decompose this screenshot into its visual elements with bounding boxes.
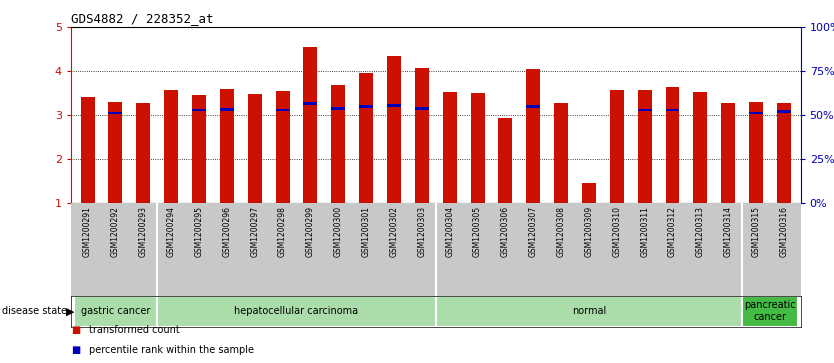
Text: ■: ■ [71,325,80,335]
Bar [435,296,742,327]
Text: GSM1200306: GSM1200306 [501,206,510,257]
Bar [275,91,289,203]
Bar [526,105,540,108]
Bar [108,102,123,203]
Text: GSM1200292: GSM1200292 [111,206,120,257]
Text: disease state: disease state [2,306,67,316]
Bar [331,85,345,203]
Text: GSM1200309: GSM1200309 [585,206,594,257]
Bar [554,103,568,203]
Bar [499,118,512,203]
Bar [248,94,262,203]
Bar [749,102,763,203]
Bar [414,68,429,203]
Text: GSM1200314: GSM1200314 [724,206,733,257]
Bar [192,109,206,111]
Text: GSM1200308: GSM1200308 [556,206,565,257]
Bar [81,97,94,203]
Text: GSM1200316: GSM1200316 [780,206,788,257]
Bar [73,296,158,327]
Bar [582,183,596,203]
Bar [414,107,429,110]
Text: ■: ■ [71,345,80,355]
Text: GSM1200307: GSM1200307 [529,206,538,257]
Bar [777,110,791,113]
Text: percentile rank within the sample: percentile rank within the sample [89,345,254,355]
Bar [610,90,624,203]
Bar [443,92,457,203]
Bar [359,73,373,203]
Bar [136,103,150,203]
Text: GSM1200294: GSM1200294 [167,206,176,257]
Text: normal: normal [572,306,606,316]
Bar [526,69,540,203]
Text: GSM1200310: GSM1200310 [612,206,621,257]
Text: GDS4882 / 228352_at: GDS4882 / 228352_at [71,12,214,25]
Bar [108,112,123,114]
Text: GSM1200303: GSM1200303 [417,206,426,257]
Text: GSM1200311: GSM1200311 [641,206,649,257]
Text: ▶: ▶ [66,306,74,316]
Bar [387,104,401,107]
Bar [470,93,485,203]
Bar [304,102,318,105]
Text: GSM1200298: GSM1200298 [278,206,287,257]
Text: GSM1200315: GSM1200315 [751,206,761,257]
Bar [275,109,289,111]
Bar [742,296,798,327]
Text: gastric cancer: gastric cancer [81,306,150,316]
Text: GSM1200305: GSM1200305 [473,206,482,257]
Text: GSM1200291: GSM1200291 [83,206,92,257]
Bar [749,112,763,114]
Bar [666,109,680,111]
Text: hepatocellular carcinoma: hepatocellular carcinoma [234,306,359,316]
Text: GSM1200299: GSM1200299 [306,206,315,257]
Bar [638,109,651,111]
Bar [304,47,318,203]
Text: GSM1200301: GSM1200301 [362,206,370,257]
Text: GSM1200304: GSM1200304 [445,206,455,257]
Bar [331,107,345,110]
Text: GSM1200312: GSM1200312 [668,206,677,257]
Text: pancreatic
cancer: pancreatic cancer [744,301,796,322]
Bar [666,87,680,203]
Bar [220,108,234,111]
Text: GSM1200297: GSM1200297 [250,206,259,257]
Text: transformed count: transformed count [89,325,180,335]
Text: GSM1200300: GSM1200300 [334,206,343,257]
Text: GSM1200313: GSM1200313 [696,206,705,257]
Bar [220,89,234,203]
Text: GSM1200296: GSM1200296 [223,206,231,257]
Bar [387,56,401,203]
Bar [638,90,651,203]
Bar [158,296,435,327]
Bar [721,103,736,203]
Text: GSM1200293: GSM1200293 [138,206,148,257]
Bar [693,92,707,203]
Bar [359,105,373,108]
Bar [164,90,178,203]
Text: GSM1200302: GSM1200302 [389,206,399,257]
Text: GSM1200295: GSM1200295 [194,206,203,257]
Bar [777,103,791,203]
Bar [192,95,206,203]
